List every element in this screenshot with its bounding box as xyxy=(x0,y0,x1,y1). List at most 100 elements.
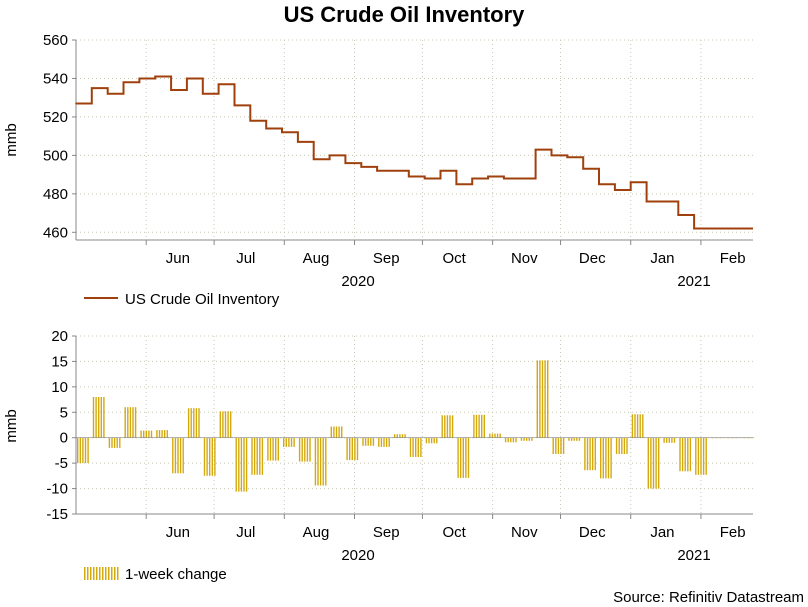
year-label: 2020 xyxy=(341,273,374,290)
weekly-change-bar xyxy=(108,437,121,448)
inventory-point xyxy=(439,169,442,172)
inventory-series xyxy=(75,75,753,230)
year-label: 2020 xyxy=(341,547,374,564)
inventory-point xyxy=(106,93,109,95)
y-tick-label: 520 xyxy=(43,109,68,126)
weekly-change-bar xyxy=(568,437,581,441)
x-tick-label: Sep xyxy=(373,250,400,267)
inventory-point xyxy=(566,156,569,159)
weekly-change-bar xyxy=(536,360,549,438)
chart-title: US Crude Oil Inventory xyxy=(284,2,526,27)
y-tick-label: 20 xyxy=(51,328,68,345)
weekly-change-bars xyxy=(76,360,755,492)
y-tick-label: 460 xyxy=(43,224,68,241)
weekly-change-bar xyxy=(314,437,327,486)
inventory-gridlines xyxy=(76,39,753,240)
weekly-change-bar xyxy=(267,437,279,461)
weekly-change-y-tick-labels: -15 -10 -5 0 5 10 15 20 xyxy=(46,328,68,523)
x-tick-label: Sep xyxy=(373,524,400,541)
y-tick-label: 5 xyxy=(60,404,68,421)
weekly-change-bar xyxy=(92,397,105,438)
inventory-series-line xyxy=(76,75,753,230)
inventory-y-axis-label: mmb xyxy=(3,123,20,156)
weekly-change-bar xyxy=(615,437,628,454)
weekly-change-y-axis-label: mmb xyxy=(3,409,20,442)
weekly-change-bar xyxy=(251,437,264,475)
x-tick-label: Nov xyxy=(511,250,538,267)
year-label: 2021 xyxy=(677,273,710,290)
weekly-change-bar xyxy=(219,411,232,438)
weekly-change-bar xyxy=(172,437,184,474)
x-tick-label: Oct xyxy=(442,524,466,541)
inventory-panel: 460 480 500 520 540 560 Jun Jul Aug Sep Oct Nov Dec… xyxy=(3,32,753,308)
inventory-point xyxy=(503,177,505,180)
inventory-legend: US Crude Oil Inventory xyxy=(84,291,280,308)
inventory-point xyxy=(281,131,283,134)
weekly-change-bar xyxy=(378,437,390,447)
inventory-point xyxy=(423,177,426,180)
y-tick-label: 0 xyxy=(60,430,68,447)
x-tick-label: Jan xyxy=(650,524,674,541)
weekly-change-bar xyxy=(77,437,89,464)
inventory-point xyxy=(328,154,331,157)
weekly-change-axes xyxy=(72,335,753,519)
inventory-point xyxy=(154,75,157,78)
y-tick-label: 500 xyxy=(43,147,68,164)
inventory-point xyxy=(487,175,489,178)
weekly-change-bar xyxy=(631,414,644,438)
x-tick-label: Jun xyxy=(166,250,190,267)
inventory-point xyxy=(122,81,125,84)
inventory-point xyxy=(645,200,648,203)
weekly-change-bar xyxy=(457,437,470,478)
x-tick-label: Aug xyxy=(303,250,330,267)
inventory-point xyxy=(709,227,711,230)
x-tick-label: Dec xyxy=(579,524,606,541)
inventory-point xyxy=(201,93,204,95)
x-tick-label: Jul xyxy=(236,524,255,541)
weekly-change-panel: -15 -10 -5 0 5 10 15 20 Jun Jul Aug Sep Oct Nov Dec Ja… xyxy=(3,328,755,583)
inventory-point xyxy=(582,168,584,170)
weekly-change-bar xyxy=(187,408,200,438)
weekly-change-legend: 1-week change xyxy=(84,566,227,583)
inventory-point xyxy=(170,89,172,91)
inventory-legend-label: US Crude Oil Inventory xyxy=(125,291,280,308)
inventory-point xyxy=(138,77,141,80)
inventory-axes xyxy=(72,39,753,245)
weekly-change-bar xyxy=(346,437,359,461)
weekly-change-bar xyxy=(156,430,168,438)
inventory-point xyxy=(614,189,616,191)
weekly-change-bar xyxy=(425,437,438,444)
x-tick-label: Jul xyxy=(236,250,255,267)
inventory-point xyxy=(534,148,537,151)
inventory-point xyxy=(471,177,474,180)
inventory-point xyxy=(376,169,378,172)
inventory-point xyxy=(693,227,695,230)
weekly-change-bar xyxy=(695,437,707,475)
y-tick-label: -5 xyxy=(55,455,68,472)
inventory-point xyxy=(725,227,727,230)
weekly-change-bar xyxy=(679,437,692,472)
y-tick-label: 540 xyxy=(43,70,68,87)
inventory-point xyxy=(344,162,347,164)
weekly-change-bar xyxy=(298,437,311,462)
weekly-change-bar xyxy=(473,414,485,438)
weekly-change-bar xyxy=(203,437,216,476)
weekly-change-bar xyxy=(600,437,612,479)
inventory-point xyxy=(297,141,299,143)
weekly-change-bar xyxy=(647,437,660,489)
weekly-change-bar xyxy=(330,426,343,438)
weekly-change-bar xyxy=(520,437,533,441)
inventory-point xyxy=(661,200,664,203)
x-tick-label: Feb xyxy=(720,250,746,267)
inventory-point xyxy=(186,77,188,80)
weekly-change-bar xyxy=(394,434,406,438)
inventory-point xyxy=(677,214,680,216)
inventory-point xyxy=(217,83,220,86)
y-tick-label: 10 xyxy=(51,379,68,396)
y-tick-label: -10 xyxy=(46,481,68,498)
inventory-point xyxy=(312,158,315,161)
weekly-change-bar xyxy=(140,430,153,438)
x-tick-label: Jan xyxy=(650,250,674,267)
inventory-point xyxy=(629,181,632,184)
inventory-x-tick-labels: Jun Jul Aug Sep Oct Nov Dec Jan Feb 2020 2021 xyxy=(166,250,746,290)
